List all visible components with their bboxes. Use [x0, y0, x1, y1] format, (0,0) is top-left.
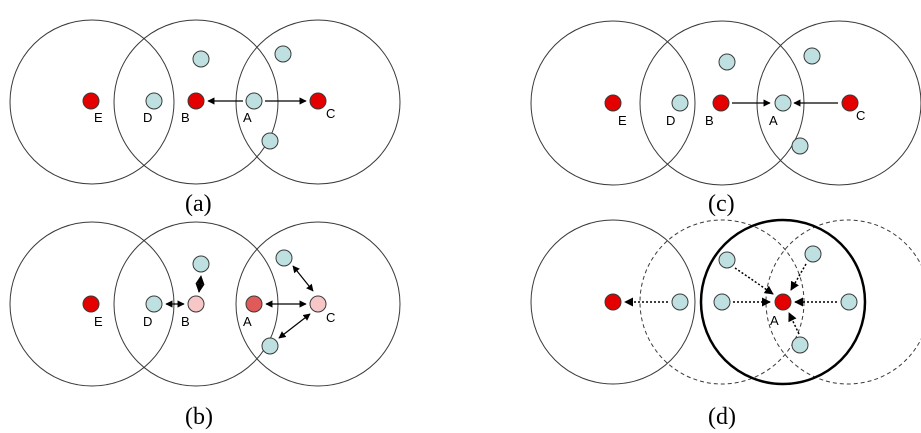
- node-neighbor: [192, 255, 210, 273]
- node-neighbor: [718, 53, 736, 71]
- label-e: E: [618, 113, 627, 128]
- label-e: E: [94, 110, 103, 125]
- node-neighbor: [261, 132, 279, 150]
- node-a: [245, 92, 263, 110]
- node-c: [309, 295, 327, 313]
- node-e: [82, 295, 100, 313]
- node-neighbor: [261, 337, 279, 355]
- label-a: A: [243, 110, 252, 125]
- node-c: [841, 94, 859, 112]
- caption-b: (b): [185, 404, 213, 430]
- label-a: A: [770, 313, 779, 328]
- label-b: B: [705, 113, 714, 128]
- node-neighbor: [804, 245, 822, 263]
- caption-d: (d): [708, 404, 736, 430]
- node-d: [145, 295, 163, 313]
- node-neighbor: [192, 50, 210, 68]
- node-d: [671, 94, 689, 112]
- label-a: A: [769, 113, 778, 128]
- node-neighbor: [718, 251, 736, 269]
- caption-c: (c): [708, 191, 735, 217]
- node-neighbor: [713, 293, 731, 311]
- panel-c: E D B A C (c): [530, 20, 921, 217]
- label-a: A: [243, 314, 252, 329]
- label-b: B: [181, 110, 190, 125]
- range-circle-c: [235, 221, 401, 387]
- arrow-c-bottom: [278, 313, 311, 339]
- range-circle-c: [235, 19, 401, 185]
- arrow-c-top: [292, 265, 314, 292]
- label-d: D: [666, 113, 675, 128]
- label-d: D: [143, 314, 152, 329]
- node-neighbor: [840, 293, 858, 311]
- label-c: C: [326, 310, 335, 325]
- label-b: B: [181, 314, 190, 329]
- node-a: [245, 295, 263, 313]
- label-e: E: [94, 314, 103, 329]
- node-b: [712, 94, 730, 112]
- panel-b: E D B A C (b): [9, 221, 401, 430]
- node-neighbor: [671, 293, 689, 311]
- node-neighbor: [791, 336, 809, 354]
- node-e: [604, 293, 622, 311]
- node-neighbor: [803, 47, 821, 65]
- node-neighbor: [275, 249, 293, 267]
- panel-d: A (d): [530, 218, 921, 430]
- node-e: [604, 94, 622, 112]
- range-circle-dashed-right: [765, 219, 921, 385]
- panel-a: E D B A C (a): [9, 19, 401, 217]
- arrow-upperright-to-a: [790, 263, 807, 291]
- node-a: [774, 94, 792, 112]
- caption-a: (a): [185, 191, 212, 217]
- range-circle-e: [9, 19, 175, 185]
- node-a: [774, 293, 792, 311]
- node-b: [187, 92, 205, 110]
- node-neighbor: [791, 137, 809, 155]
- node-neighbor: [274, 45, 292, 63]
- range-circle-a: [699, 218, 867, 386]
- label-c: C: [856, 108, 865, 123]
- label-d: D: [143, 110, 152, 125]
- node-b: [187, 295, 205, 313]
- node-c: [309, 92, 327, 110]
- node-d: [145, 92, 163, 110]
- arrow-lower-to-a: [788, 312, 800, 335]
- range-circle-e: [530, 219, 696, 385]
- range-circle-b: [113, 19, 279, 185]
- range-circle-e: [530, 20, 696, 186]
- label-c: C: [326, 106, 335, 121]
- node-e: [82, 92, 100, 110]
- arrow-b-neighbor: [195, 275, 205, 293]
